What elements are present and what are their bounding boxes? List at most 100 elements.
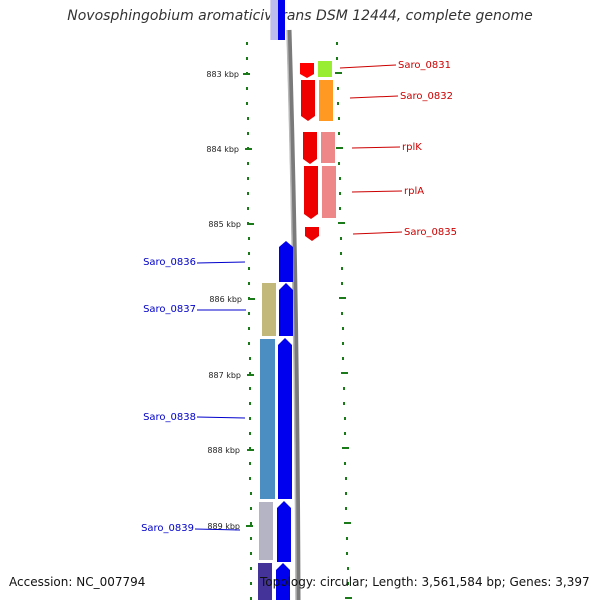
tick-dot	[341, 372, 348, 374]
tick-dot	[336, 57, 338, 60]
gene-product-saro-0831[interactable]	[318, 61, 332, 77]
feature-partial-bottom	[258, 563, 272, 600]
tick-dot	[249, 432, 251, 435]
tick-dot	[248, 237, 250, 240]
tick-dot	[339, 207, 341, 210]
gene-label-saro-0839[interactable]: Saro_0839	[141, 523, 194, 534]
gene-label-saro-0831[interactable]: Saro_0831	[398, 60, 451, 71]
scale-label: 889 kbp	[207, 522, 240, 531]
tick-dot	[250, 582, 252, 585]
tick-dot	[249, 357, 251, 360]
tick-dot	[248, 312, 250, 315]
gene-label-saro-0836[interactable]: Saro_0836	[143, 257, 196, 268]
gene-arrow-saro-0838[interactable]	[278, 338, 292, 499]
tick-dot	[346, 537, 348, 540]
leader-line	[196, 261, 246, 264]
tick-dot	[347, 567, 349, 570]
leader-line	[351, 190, 403, 193]
leader-line	[351, 146, 401, 149]
gene-arrow-saro-0839[interactable]	[277, 501, 291, 562]
tick-dot	[249, 462, 251, 465]
left-tick-dots	[246, 42, 252, 600]
tick-dot	[344, 522, 351, 524]
tick-dot	[338, 117, 340, 120]
gene-arrow-saro-0831[interactable]	[300, 63, 314, 78]
tick-dot	[336, 42, 338, 45]
tick-dot	[342, 342, 344, 345]
scale-label: 885 kbp	[208, 220, 241, 229]
tick-dot	[344, 432, 346, 435]
gene-product-saro-0838[interactable]	[260, 339, 275, 499]
gene-arrow-saro-0837[interactable]	[279, 283, 293, 336]
tick-dot	[250, 552, 252, 555]
tick-dot	[248, 267, 250, 270]
tick-dot	[247, 192, 249, 195]
tick-dot	[250, 567, 252, 570]
gene-arrow-rpla[interactable]	[304, 166, 318, 219]
tick-dot	[246, 87, 248, 90]
tick-dot	[336, 147, 343, 149]
leader-line	[339, 64, 397, 69]
gene-label-saro-0837[interactable]: Saro_0837	[143, 304, 196, 315]
tick-dot	[248, 252, 250, 255]
right-tick-dots	[335, 42, 352, 599]
tick-dot	[246, 42, 248, 45]
tick-dot	[347, 582, 349, 585]
tick-dot	[345, 477, 347, 480]
tick-dot	[344, 417, 346, 420]
tick-dot	[249, 372, 251, 375]
gene-label-saro-0832[interactable]: Saro_0832	[400, 91, 453, 102]
scale-label: 887 kbp	[208, 371, 241, 380]
gene-product-rpla[interactable]	[322, 166, 336, 218]
gene-arrow-saro-0832[interactable]	[301, 80, 315, 121]
tick-dot	[247, 162, 249, 165]
leader-line	[194, 528, 241, 531]
gene-arrow-saro-0835[interactable]	[305, 227, 319, 241]
minus-strand-genes	[258, 241, 293, 600]
scale-label: 883 kbp	[206, 70, 239, 79]
tick-dot	[250, 507, 252, 510]
feature-partial-top-shade	[270, 0, 278, 40]
gene-label-saro-0835[interactable]: Saro_0835	[404, 227, 457, 238]
gene-product-saro-0839[interactable]	[259, 502, 273, 560]
tick-dot	[249, 387, 251, 390]
gene-label-saro-0838[interactable]: Saro_0838	[143, 412, 196, 423]
tick-dot	[344, 462, 346, 465]
plus-strand-labels: Saro_0831 Saro_0832 rplK rplA Saro_0835	[339, 60, 457, 238]
tick-dot	[340, 252, 342, 255]
tick-dot	[338, 222, 345, 224]
tick-dot	[249, 477, 251, 480]
gene-product-saro-0832[interactable]	[319, 80, 333, 121]
gene-product-saro-0837[interactable]	[262, 283, 276, 336]
leader-line	[196, 416, 246, 419]
tick-dot	[248, 282, 250, 285]
gene-product-rplk[interactable]	[321, 132, 335, 163]
tick-dot	[342, 357, 344, 360]
tick-dot	[339, 297, 346, 299]
plus-strand-genes	[300, 61, 336, 241]
gene-label-rpla[interactable]: rplA	[404, 186, 424, 197]
tick-dot	[343, 387, 345, 390]
gene-arrow-rplk[interactable]	[303, 132, 317, 164]
tick-dot	[341, 312, 343, 315]
scale-axis: 883 kbp 884 kbp 885 kbp 886 kbp 887 kbp …	[206, 70, 255, 531]
tick-dot	[338, 162, 340, 165]
tick-dot	[339, 192, 341, 195]
gene-arrow-saro-0836[interactable]	[279, 241, 293, 282]
tick-dot	[247, 177, 249, 180]
tick-dot	[250, 522, 252, 525]
tick-dot	[341, 267, 343, 270]
minus-strand-labels: Saro_0836 Saro_0837 Saro_0838 Saro_0839	[141, 257, 246, 534]
tick-dot	[246, 102, 248, 105]
tick-dot	[342, 327, 344, 330]
tick-dot	[249, 402, 251, 405]
map-title: Novosphingobium aromaticivorans DSM 1244…	[67, 8, 533, 24]
gene-label-rplk[interactable]: rplK	[402, 142, 422, 153]
tick-dot	[249, 417, 251, 420]
genome-backbone-highlight	[286, 29, 297, 600]
genome-backbone	[286, 29, 301, 600]
scale-label: 888 kbp	[207, 446, 240, 455]
tick-dot	[248, 342, 250, 345]
feature-partial-bottom-arrow	[276, 563, 290, 600]
